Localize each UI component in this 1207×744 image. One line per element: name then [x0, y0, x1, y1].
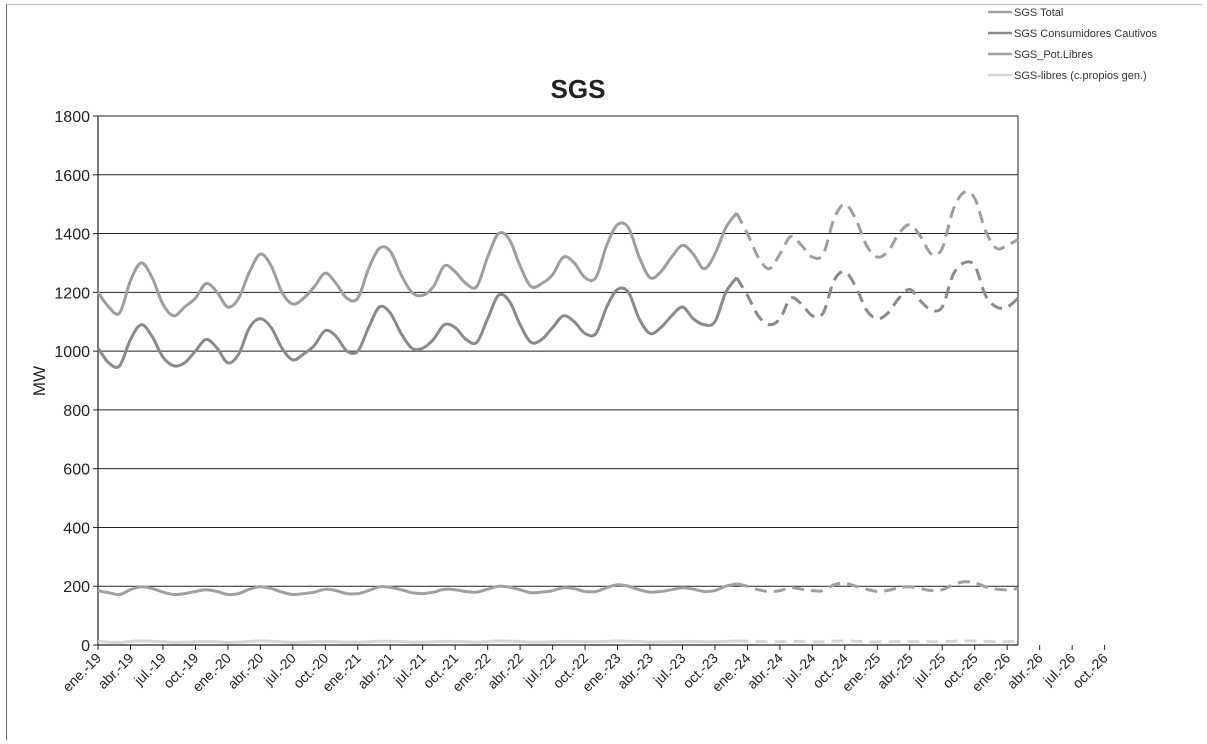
series-0-line-historical	[96, 212, 738, 318]
series-layer	[96, 190, 1019, 644]
series-2-line-historical	[97, 582, 737, 597]
y-tick-label-1800: 1800	[54, 109, 90, 126]
y-tick-label-1000: 1000	[54, 344, 90, 361]
x-tick-label-17: abr.-23	[614, 650, 656, 692]
legend-label-3: SGS-libres (c.propios gen.)	[1014, 70, 1147, 82]
x-tick-label-1: abr.-19	[94, 650, 136, 692]
x-tick-label-9: abr.-21	[354, 650, 396, 692]
y-tick-label-800: 800	[63, 403, 90, 420]
y-tick-label-1200: 1200	[54, 285, 90, 302]
x-tick-label-5: abr.-20	[224, 650, 266, 692]
y-tick-label-1400: 1400	[54, 227, 90, 244]
grid-layer	[98, 115, 1018, 587]
y-tick-label-200: 200	[63, 579, 90, 596]
series-0-line-projection	[735, 190, 1019, 271]
legend-label-1: SGS Consumidores Cautivos	[1014, 28, 1158, 40]
series-1-line-historical	[96, 276, 738, 369]
x-tick-label-13: abr.-22	[484, 650, 526, 692]
chart-title: SGS	[551, 74, 606, 104]
legend-label-2: SGS_Pot.Libres	[1014, 49, 1093, 61]
series-1-line-projection	[735, 260, 1019, 327]
legend: SGS Total SGS Consumidores Cautivos SGS_Po…	[988, 7, 1158, 82]
x-tick-label-21: abr.-24	[744, 650, 786, 692]
x-tick-label-29: abr.-26	[1004, 650, 1046, 692]
x-tick-label-31: oct.-26	[1069, 650, 1111, 692]
y-tick-label-600: 600	[63, 462, 90, 479]
y-axis-label: MW	[30, 366, 49, 396]
y-tick-label-0: 0	[81, 638, 90, 655]
y-tick-label-400: 400	[63, 520, 90, 537]
x-tick-label-0: ene.-19	[59, 650, 104, 695]
series-2-line-projection	[736, 580, 1019, 594]
series-3-line-projection	[736, 639, 1019, 644]
axis-layer: 0 200 400 600 800 1000 1200 1400 1600 1800 ene.-19…	[54, 109, 1110, 695]
y-tick-label-1600: 1600	[54, 168, 90, 185]
legend-label-0: SGS Total	[1014, 7, 1063, 19]
series-3-line-historical	[97, 639, 737, 644]
x-tick-label-25: abr.-25	[874, 650, 916, 692]
chart-frame	[6, 4, 1202, 740]
